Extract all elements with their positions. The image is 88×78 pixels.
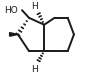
Text: H: H xyxy=(31,2,38,11)
Text: H: H xyxy=(31,65,38,74)
Polygon shape xyxy=(10,33,18,36)
Text: HO: HO xyxy=(4,6,18,15)
